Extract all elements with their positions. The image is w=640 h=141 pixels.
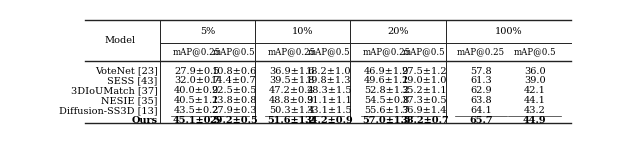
Text: 44.1: 44.1: [524, 96, 545, 105]
Text: 49.6±1.1: 49.6±1.1: [364, 76, 410, 85]
Text: 39.5±1.8: 39.5±1.8: [269, 76, 314, 85]
Text: 47.2±0.4: 47.2±0.4: [269, 86, 314, 95]
Text: 22.5±0.5: 22.5±0.5: [211, 86, 257, 95]
Text: 45.1±0.5: 45.1±0.5: [173, 116, 221, 125]
Text: SESS [43]: SESS [43]: [108, 76, 158, 85]
Text: Model: Model: [104, 36, 136, 45]
Text: 28.3±1.5: 28.3±1.5: [307, 86, 352, 95]
Text: 29.2±0.5: 29.2±0.5: [210, 116, 259, 125]
Text: 54.5±0.8: 54.5±0.8: [364, 96, 410, 105]
Text: mAP@0.25: mAP@0.25: [268, 48, 316, 57]
Text: 64.1: 64.1: [470, 106, 492, 115]
Text: 61.3: 61.3: [470, 76, 492, 85]
Text: 36.9±1.6: 36.9±1.6: [269, 67, 314, 76]
Text: mAP@0.25: mAP@0.25: [173, 48, 221, 57]
Text: 36.9±1.4: 36.9±1.4: [401, 106, 447, 115]
Text: 44.9: 44.9: [523, 116, 547, 125]
Text: 43.5±0.2: 43.5±0.2: [174, 106, 220, 115]
Text: NESIE [35]: NESIE [35]: [101, 96, 158, 105]
Text: mAP@0.25: mAP@0.25: [457, 48, 505, 57]
Text: 100%: 100%: [495, 27, 522, 36]
Text: 62.9: 62.9: [470, 86, 492, 95]
Text: 50.3±1.4: 50.3±1.4: [269, 106, 314, 115]
Text: mAP@0.5: mAP@0.5: [212, 48, 255, 57]
Text: 43.2: 43.2: [524, 106, 545, 115]
Text: 40.0±0.9: 40.0±0.9: [174, 86, 220, 95]
Text: 57.0±1.5: 57.0±1.5: [362, 116, 411, 125]
Text: 3DIoUMatch [37]: 3DIoUMatch [37]: [71, 86, 158, 95]
Text: Ours: Ours: [132, 116, 158, 125]
Text: 31.1±1.1: 31.1±1.1: [306, 96, 352, 105]
Text: 48.8±0.9: 48.8±0.9: [269, 96, 314, 105]
Text: 33.1±1.5: 33.1±1.5: [306, 106, 352, 115]
Text: 46.9±1.9: 46.9±1.9: [364, 67, 410, 76]
Text: mAP@0.5: mAP@0.5: [403, 48, 445, 57]
Text: 37.3±0.5: 37.3±0.5: [401, 96, 447, 105]
Text: 19.8±1.3: 19.8±1.3: [307, 76, 352, 85]
Text: 10%: 10%: [292, 27, 314, 36]
Text: 35.2±1.1: 35.2±1.1: [401, 86, 447, 95]
Text: mAP@0.5: mAP@0.5: [308, 48, 350, 57]
Text: 23.8±0.8: 23.8±0.8: [211, 96, 257, 105]
Text: 5%: 5%: [200, 27, 215, 36]
Text: 18.2±1.0: 18.2±1.0: [307, 67, 352, 76]
Text: 55.6±1.7: 55.6±1.7: [364, 106, 410, 115]
Text: VoteNet [23]: VoteNet [23]: [95, 67, 158, 76]
Text: 32.0±0.7: 32.0±0.7: [174, 76, 220, 85]
Text: mAP@0.25: mAP@0.25: [363, 48, 411, 57]
Text: 20%: 20%: [387, 27, 409, 36]
Text: 52.8±1.2: 52.8±1.2: [364, 86, 410, 95]
Text: 29.0±1.0: 29.0±1.0: [401, 76, 447, 85]
Text: 63.8: 63.8: [470, 96, 492, 105]
Text: Diffusion-SS3D [13]: Diffusion-SS3D [13]: [60, 106, 158, 115]
Text: 39.0: 39.0: [524, 76, 545, 85]
Text: 10.8±0.6: 10.8±0.6: [211, 67, 257, 76]
Text: 65.7: 65.7: [469, 116, 493, 125]
Text: 51.6±1.2: 51.6±1.2: [268, 116, 316, 125]
Text: 42.1: 42.1: [524, 86, 545, 95]
Text: 27.9±0.5: 27.9±0.5: [174, 67, 220, 76]
Text: 36.0: 36.0: [524, 67, 545, 76]
Text: 40.5±1.1: 40.5±1.1: [174, 96, 220, 105]
Text: 27.5±1.2: 27.5±1.2: [401, 67, 447, 76]
Text: mAP@0.5: mAP@0.5: [513, 48, 556, 57]
Text: 34.2±0.9: 34.2±0.9: [305, 116, 353, 125]
Text: 27.9±0.3: 27.9±0.3: [211, 106, 257, 115]
Text: 14.4±0.7: 14.4±0.7: [211, 76, 257, 85]
Text: 57.8: 57.8: [470, 67, 492, 76]
Text: 38.2±0.7: 38.2±0.7: [400, 116, 449, 125]
